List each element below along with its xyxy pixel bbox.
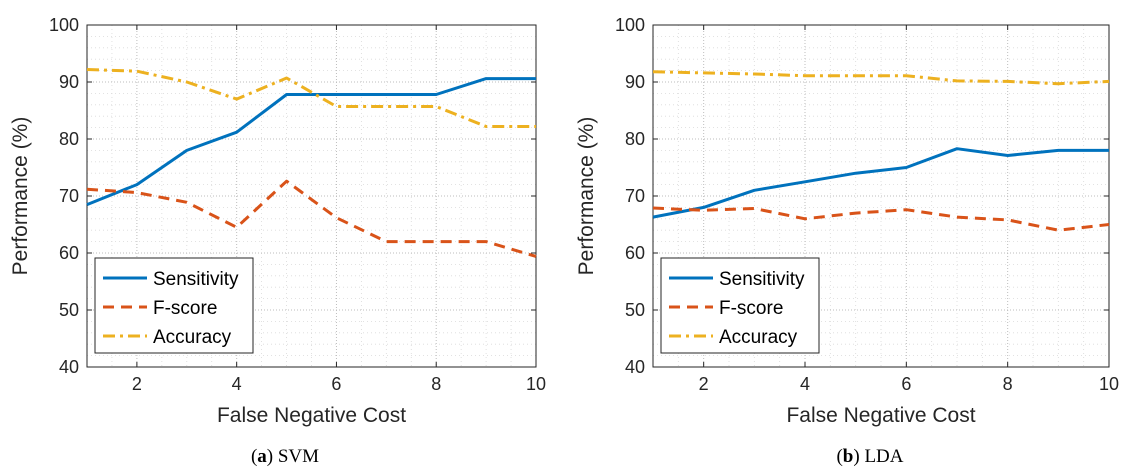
series-line-f-score: [652, 206, 1110, 232]
y-tick-label: 50: [625, 300, 645, 320]
x-tick-label: 10: [1099, 374, 1119, 394]
y-tick-label: 100: [49, 15, 79, 35]
x-tick-label: 2: [132, 374, 142, 394]
legend: Sensitivity F-score Accuracy: [94, 257, 254, 354]
series-line-f-score: [86, 179, 537, 258]
y-tick-label: 80: [59, 129, 79, 149]
caption-paren-open: (: [251, 446, 257, 467]
x-tick-label: 2: [699, 374, 709, 394]
chart-lda: 2 4 6 8 10 40 50 60 70 80 90 100 False Negative Cost…: [575, 15, 1119, 467]
legend: Sensitivity F-score Accuracy: [660, 257, 820, 354]
y-tick-label: 70: [625, 186, 645, 206]
y-tick-label: 100: [615, 15, 645, 35]
y-tick-label: 50: [59, 300, 79, 320]
figure-caption: (b) LDA: [836, 446, 903, 467]
legend-label: Accuracy: [153, 327, 232, 348]
y-tick-label: 70: [59, 186, 79, 206]
y-tick-label: 90: [59, 72, 79, 92]
caption-paren-close: ): [853, 446, 864, 467]
caption-paren-close: ): [267, 446, 278, 467]
caption-text: LDA: [864, 446, 903, 467]
x-tick-label: 6: [331, 374, 341, 394]
y-tick-label: 60: [59, 243, 79, 263]
x-axis-label: False Negative Cost: [786, 404, 975, 427]
legend-label: F-score: [153, 298, 217, 319]
x-tick-label: 4: [232, 374, 242, 394]
x-axis-label: False Negative Cost: [217, 404, 406, 427]
x-tick-label: 8: [1003, 374, 1013, 394]
y-tick-label: 40: [625, 357, 645, 377]
legend-label: Sensitivity: [153, 269, 239, 290]
legend-label: F-score: [719, 298, 783, 319]
chart-svm: 2 4 6 8 10 40 50 60 70 80 90 100 False Negative Cost…: [9, 15, 546, 467]
y-tick-label: 80: [625, 129, 645, 149]
x-tick-label: 6: [901, 374, 911, 394]
y-tick-label: 90: [625, 72, 645, 92]
y-tick-label: 60: [625, 243, 645, 263]
legend-label: Accuracy: [719, 327, 798, 348]
caption-paren-open: (: [836, 446, 842, 467]
series-line-sensitivity: [652, 147, 1109, 219]
series-line-accuracy: [86, 68, 536, 128]
x-tick-label: 10: [526, 374, 546, 394]
x-tick-label: 4: [800, 374, 810, 394]
series-line-accuracy: [652, 70, 1110, 86]
figure-caption: (a) SVM: [251, 446, 319, 467]
y-axis-label: Performance (%): [575, 117, 598, 276]
y-tick-label: 40: [59, 357, 79, 377]
x-tick-label: 8: [431, 374, 441, 394]
legend-label: Sensitivity: [719, 269, 805, 290]
caption-letter: a: [257, 446, 267, 467]
caption-text: SVM: [278, 446, 319, 467]
caption-letter: b: [843, 446, 854, 467]
y-axis-label: Performance (%): [9, 117, 32, 276]
series-line-sensitivity: [86, 77, 536, 206]
